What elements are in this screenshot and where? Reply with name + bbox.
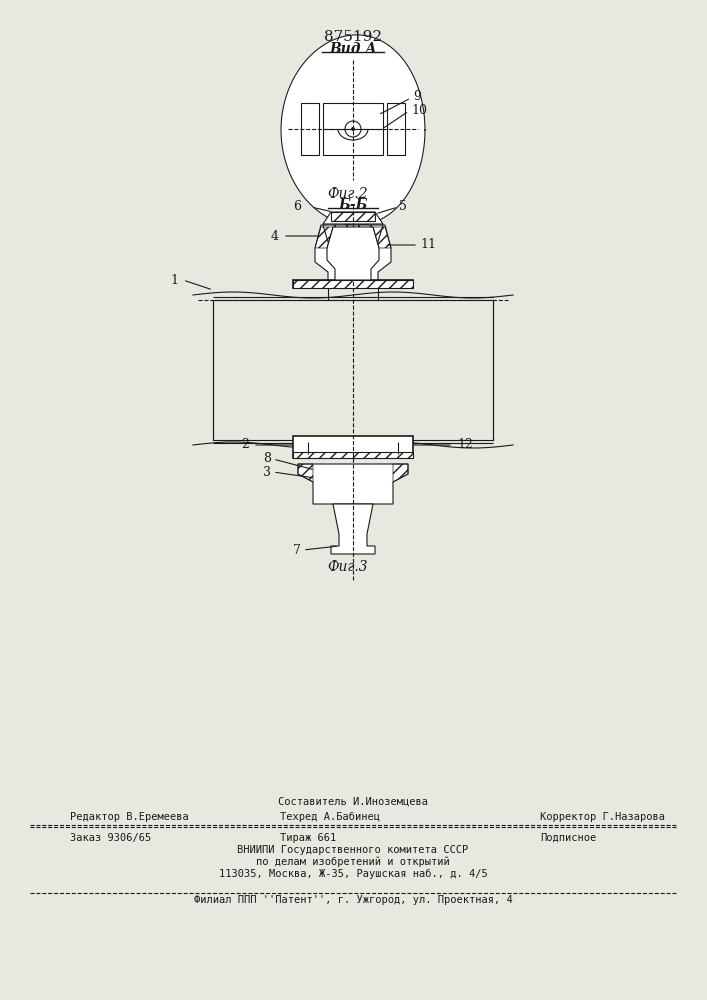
Text: Техред А.Бабинец: Техред А.Бабинец [280,812,380,822]
Text: Составитель И.Иноземцева: Составитель И.Иноземцева [278,797,428,807]
Text: 10: 10 [411,104,427,116]
Text: Б-Б: Б-Б [338,198,368,212]
Text: 11: 11 [420,238,436,251]
Text: Тираж 661: Тираж 661 [280,833,337,843]
Text: Редактор В.Еремеева: Редактор В.Еремеева [70,812,189,822]
Polygon shape [298,464,408,504]
Polygon shape [281,35,425,225]
Bar [293,280,413,288]
Text: Заказ 9306/65: Заказ 9306/65 [70,833,151,843]
Text: 4: 4 [271,230,279,242]
Text: 12: 12 [457,438,473,452]
Text: 7: 7 [293,544,301,556]
Text: 1: 1 [170,273,178,286]
Text: 113035, Москва, Ж-35, Раушская наб., д. 4/5: 113035, Москва, Ж-35, Раушская наб., д. … [218,869,487,879]
Bar [331,212,375,221]
Text: 5: 5 [399,200,407,214]
Polygon shape [323,212,383,224]
Text: 875192: 875192 [324,30,382,44]
Text: Фиг.2: Фиг.2 [327,187,368,201]
Text: Подписное: Подписное [540,833,596,843]
Text: 8: 8 [263,452,271,464]
Polygon shape [331,504,375,554]
Text: Филиал ППП ''Патент'', г. Ужгород, ул. Проектная, 4: Филиал ППП ''Патент'', г. Ужгород, ул. П… [194,895,513,905]
Text: Вид А: Вид А [329,42,377,56]
Bar [293,436,413,458]
Bar [301,103,319,155]
Text: 6: 6 [293,200,301,214]
Polygon shape [327,227,379,280]
Bar [323,103,383,155]
Circle shape [351,127,355,131]
Bar [293,452,413,458]
Text: Корректор Г.Назарова: Корректор Г.Назарова [540,812,665,822]
Text: ВНИИПИ Государственного комитета СССР: ВНИИПИ Государственного комитета СССР [238,845,469,855]
Text: 9: 9 [413,90,421,103]
Text: Фиг.3: Фиг.3 [327,560,368,574]
Text: по делам изобретений и открытий: по делам изобретений и открытий [256,856,450,867]
Text: 2: 2 [241,438,249,452]
Bar [293,280,413,288]
Bar [387,103,405,155]
Polygon shape [315,225,391,282]
Text: 3: 3 [263,466,271,479]
